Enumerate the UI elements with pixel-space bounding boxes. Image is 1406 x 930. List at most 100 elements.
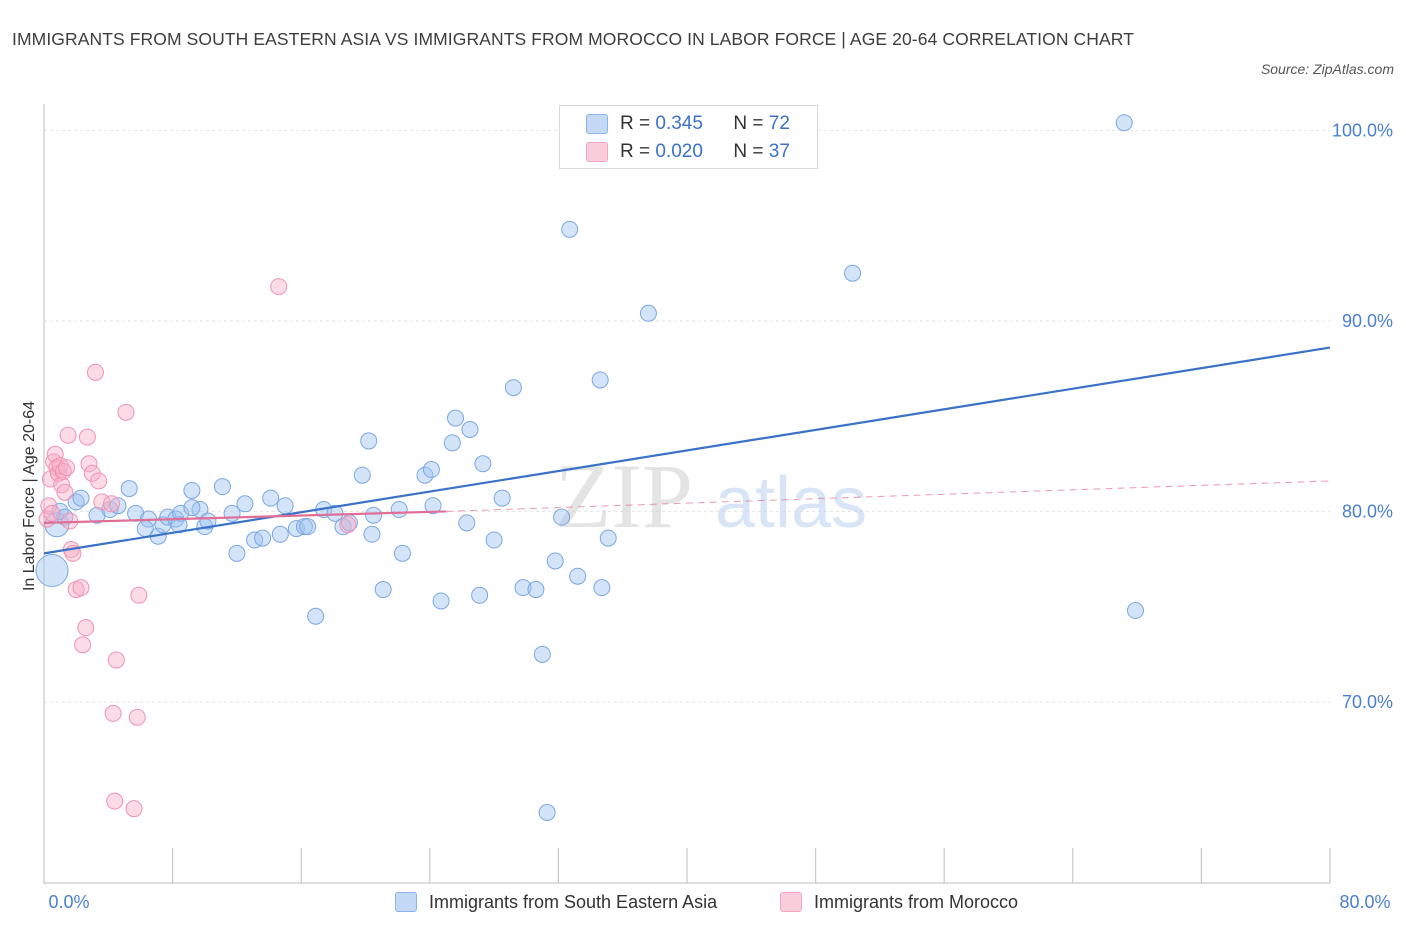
watermark-zip: ZIP xyxy=(555,445,693,547)
point-south-eastern-asia xyxy=(533,645,551,663)
point-south-eastern-asia xyxy=(183,499,201,517)
point-south-eastern-asia xyxy=(504,379,522,397)
watermark-atlas: atlas xyxy=(715,463,867,543)
watermark: ZIP atlas xyxy=(555,445,867,547)
point-south-eastern-asia xyxy=(461,420,479,438)
legend-label-sea: Immigrants from South Eastern Asia xyxy=(429,891,718,912)
data-points xyxy=(35,114,1144,821)
point-south-eastern-asia xyxy=(493,489,511,507)
n-value-sea: 72 xyxy=(768,113,790,134)
point-south-eastern-asia xyxy=(390,501,408,519)
point-south-eastern-asia xyxy=(538,803,556,821)
bottom-legend-morocco: Immigrants from Morocco xyxy=(780,888,1018,916)
point-south-eastern-asia xyxy=(353,466,371,484)
source-label: Source: ZipAtlas.com xyxy=(1260,61,1394,77)
legend-label-morocco: Immigrants from Morocco xyxy=(814,891,1019,912)
point-south-eastern-asia xyxy=(569,567,587,585)
point-morocco xyxy=(90,472,108,490)
y-tick-label: 90.0% xyxy=(1342,311,1393,331)
point-morocco xyxy=(128,708,146,726)
x-tick-label-min: 0.0% xyxy=(48,892,89,912)
r-label: R = xyxy=(620,141,651,162)
point-south-eastern-asia xyxy=(432,592,450,610)
point-morocco xyxy=(107,651,125,669)
r-value-sea: 0.345 xyxy=(655,113,703,134)
point-morocco xyxy=(125,800,143,818)
trend-lines xyxy=(43,346,1331,555)
point-south-eastern-asia xyxy=(199,512,217,530)
y-tick-labels: 100.0% 90.0% 80.0% 70.0% xyxy=(1332,120,1393,712)
point-south-eastern-asia xyxy=(254,529,272,547)
point-south-eastern-asia xyxy=(514,579,532,597)
point-south-eastern-asia xyxy=(424,497,442,515)
point-south-eastern-asia xyxy=(1115,114,1133,132)
x-tick-label-max: 80.0% xyxy=(1339,892,1390,912)
point-south-eastern-asia xyxy=(458,514,476,532)
point-south-eastern-asia xyxy=(213,478,231,496)
point-morocco xyxy=(46,445,64,463)
legend-row-sea: R = 0.345 N = 72 xyxy=(586,110,790,138)
point-morocco xyxy=(58,459,76,477)
point-morocco xyxy=(43,504,61,522)
point-south-eastern-asia xyxy=(561,220,579,238)
point-south-eastern-asia xyxy=(35,554,69,588)
point-morocco xyxy=(80,455,98,473)
point-south-eastern-asia xyxy=(546,552,564,570)
point-south-eastern-asia xyxy=(183,481,201,499)
point-south-eastern-asia xyxy=(365,506,383,524)
point-south-eastern-asia xyxy=(591,371,609,389)
point-south-eastern-asia xyxy=(485,531,503,549)
point-morocco xyxy=(56,483,74,501)
point-south-eastern-asia xyxy=(844,264,862,282)
n-label: N = xyxy=(733,141,764,162)
y-tick-label: 70.0% xyxy=(1342,692,1393,712)
point-south-eastern-asia xyxy=(447,409,465,427)
point-morocco xyxy=(51,457,69,475)
point-morocco xyxy=(130,586,148,604)
trend-line-morocco xyxy=(43,510,446,524)
point-morocco xyxy=(72,579,90,597)
point-south-eastern-asia xyxy=(109,497,127,515)
point-morocco xyxy=(78,428,96,446)
point-south-eastern-asia xyxy=(374,581,392,599)
point-south-eastern-asia xyxy=(471,586,489,604)
point-morocco xyxy=(74,636,92,654)
legend-swatch-morocco xyxy=(780,892,802,912)
trend-line-south-eastern-asia xyxy=(43,346,1331,555)
point-south-eastern-asia xyxy=(271,525,289,543)
legend-swatch-morocco xyxy=(586,142,608,162)
x-ticks xyxy=(43,848,1331,883)
point-south-eastern-asia xyxy=(416,466,434,484)
legend-swatch-sea xyxy=(395,892,417,912)
point-south-eastern-asia xyxy=(639,304,657,322)
legend-swatch-sea xyxy=(586,114,608,134)
point-south-eastern-asia xyxy=(599,529,617,547)
chart-title: IMMIGRANTS FROM SOUTH EASTERN ASIA VS IM… xyxy=(12,29,1134,49)
legend-row-morocco: R = 0.020 N = 37 xyxy=(586,138,790,166)
point-morocco xyxy=(59,426,77,444)
y-axis-label: In Labor Force | Age 20-64 xyxy=(21,401,38,591)
n-value-morocco: 37 xyxy=(768,141,790,162)
stats-legend: R = 0.345 N = 72 R = 0.020 N = 37 xyxy=(559,105,818,169)
point-morocco xyxy=(77,619,95,637)
point-morocco xyxy=(103,495,121,513)
point-south-eastern-asia xyxy=(236,495,254,513)
r-value-morocco: 0.020 xyxy=(655,141,703,162)
point-south-eastern-asia xyxy=(72,489,90,507)
point-morocco xyxy=(106,792,124,810)
point-morocco xyxy=(339,516,357,534)
point-south-eastern-asia xyxy=(299,518,317,536)
point-south-eastern-asia xyxy=(553,508,571,526)
point-morocco xyxy=(270,278,288,296)
point-south-eastern-asia xyxy=(422,461,440,479)
point-south-eastern-asia xyxy=(474,455,492,473)
n-label: N = xyxy=(733,113,764,134)
y-tick-label: 80.0% xyxy=(1342,501,1393,521)
point-south-eastern-asia xyxy=(527,581,545,599)
trend-extension-morocco xyxy=(445,480,1331,512)
r-label: R = xyxy=(620,113,651,134)
point-south-eastern-asia xyxy=(360,432,378,450)
point-south-eastern-asia xyxy=(393,544,411,562)
bottom-legend-sea: Immigrants from South Eastern Asia xyxy=(395,888,717,916)
